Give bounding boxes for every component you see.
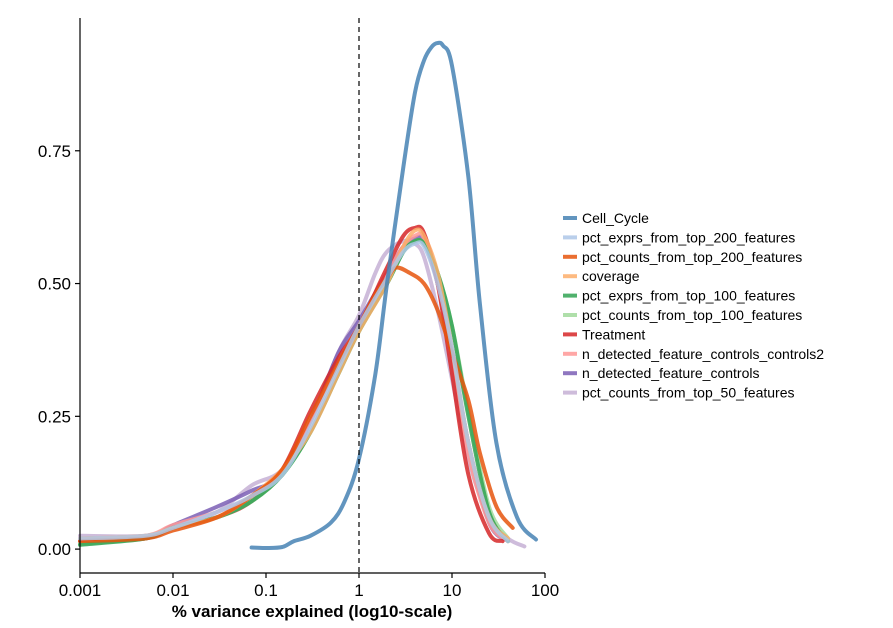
legend-label-pct-exprs-from-top-100-features: pct_exprs_from_top_100_features [582,288,795,304]
series-line-pct-exprs-from-top-100-features [78,237,510,547]
y-tick-label: 0.25 [38,407,71,426]
x-tick-label: 100 [531,581,559,600]
series-line-n-detected-feature-controls-controls2 [78,231,510,544]
legend-label-pct-counts-from-top-50-features: pct_counts_from_top_50_features [582,385,794,401]
x-tick-label: 0.01 [156,581,189,600]
y-tick-label: 0.00 [38,540,71,559]
series-line-pct-exprs-from-top-200-features [78,240,510,544]
series-line-coverage [78,227,510,541]
series-layer [78,40,538,551]
legend-label-n-detected-feature-controls: n_detected_feature_controls [582,365,759,381]
legend-label-pct-counts-from-top-200-features: pct_counts_from_top_200_features [582,249,802,265]
x-tick-label: 0.1 [254,581,278,600]
x-tick-label: 0.001 [59,581,102,600]
y-tick-label: 0.50 [38,275,71,294]
x-tick-label: 10 [443,581,462,600]
legend-label-coverage: coverage [582,268,640,284]
legend-label-pct-counts-from-top-100-features: pct_counts_from_top_100_features [582,307,802,323]
x-tick-label: 1 [354,581,363,600]
y-tick-label: 0.75 [38,142,71,161]
legend-label-pct-exprs-from-top-200-features: pct_exprs_from_top_200_features [582,229,795,245]
y-ticks: 0.00 0.25 0.50 0.75 [38,142,80,559]
legend-label-n-detected-feature-controls-controls2: n_detected_feature_controls_controls2 [582,346,824,362]
series-line-cell-cycle [249,40,538,551]
legend-label-cell-cycle: Cell_Cycle [582,210,649,226]
series-line-n-detected-feature-controls [78,234,510,544]
legend-label-treatment: Treatment [582,326,645,342]
x-axis-title: % variance explained (log10-scale) [172,602,453,621]
legend: Cell_Cycle pct_exprs_from_top_200_feature… [563,210,824,401]
series-line-pct-counts-from-top-100-features [78,237,510,546]
x-ticks: 0.001 0.01 0.1 1 10 100 [59,573,559,600]
axes-layer [79,18,545,574]
